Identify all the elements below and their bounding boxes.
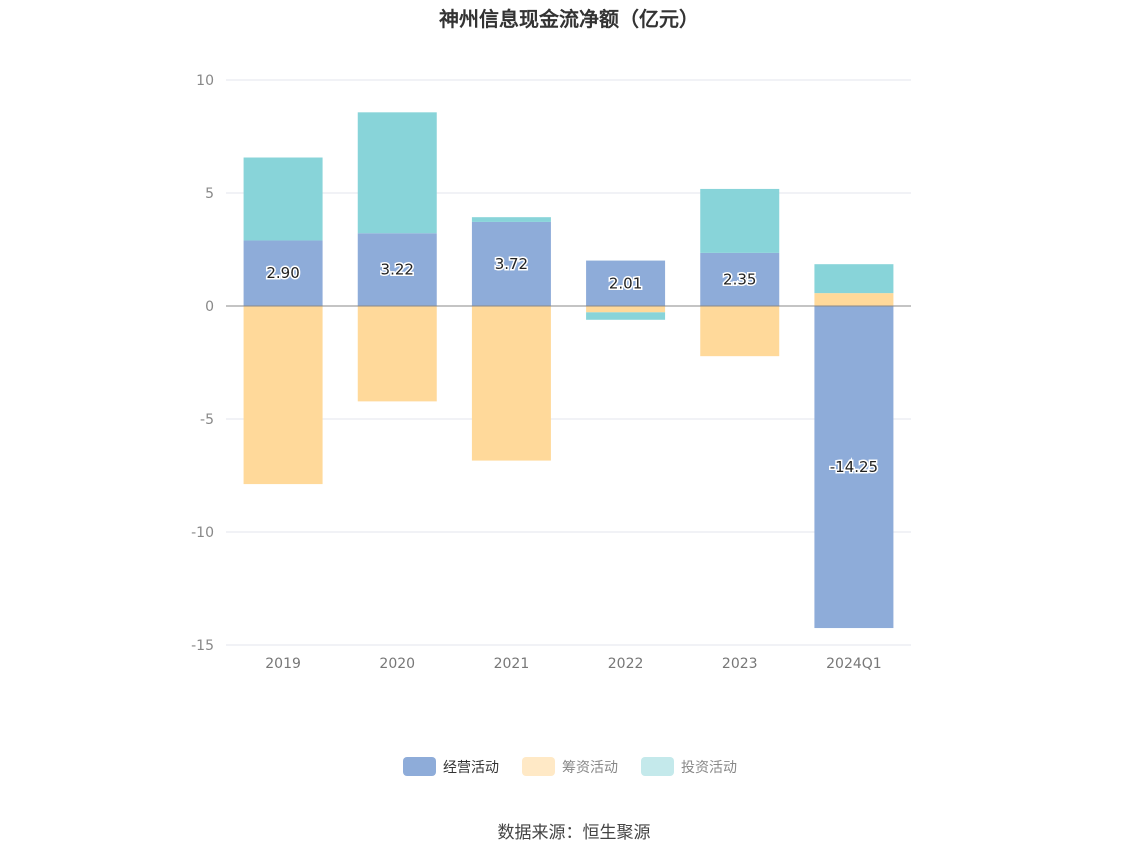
bar-financing-2023	[700, 306, 780, 357]
y-tick-label: 0	[205, 299, 214, 315]
chart-title: 神州信息现金流净额（亿元）	[439, 7, 699, 31]
legend-swatch	[641, 757, 674, 776]
bar-financing-2020	[357, 306, 437, 402]
legend-swatch	[403, 757, 436, 776]
bars	[243, 112, 894, 629]
x-tick-label: 2023	[722, 656, 758, 672]
legend-swatch	[522, 757, 555, 776]
bar-operating-2019	[243, 240, 323, 306]
gridlines	[226, 79, 911, 646]
data-label: 3.72	[495, 255, 528, 273]
data-label: 2.90	[266, 264, 299, 282]
data-labels: 2.90 3.22 3.72 2.01 2.35 -14.25	[265, 253, 880, 477]
bar-financing-2019	[243, 306, 323, 485]
legend-label: 投资活动	[681, 760, 737, 776]
x-tick-label: 2022	[608, 656, 644, 672]
data-label: 2.35	[723, 270, 756, 288]
bar-investing-2021	[471, 217, 551, 222]
bar-investing-2022	[586, 312, 666, 320]
bar-operating-2022	[586, 260, 666, 306]
bar-investing-2023	[700, 188, 780, 253]
y-tick-label: 5	[205, 186, 214, 202]
legend-label: 筹资活动	[562, 759, 618, 776]
y-tick-label: -5	[200, 412, 214, 428]
x-axis-ticks: 2019 2020 2021 2022 2023 2024Q1	[265, 656, 881, 672]
bar-financing-2024Q1	[814, 293, 894, 306]
bar-financing-2022	[586, 306, 666, 313]
x-tick-label: 2021	[494, 656, 530, 672]
y-tick-label: -15	[191, 638, 214, 654]
source-note: 数据来源：恒生聚源	[498, 823, 651, 843]
bar-operating-2020	[357, 233, 437, 306]
y-axis-ticks: 10 5 0 -5 -10 -15	[191, 73, 214, 654]
bar-investing-2024Q1	[814, 264, 894, 294]
y-tick-label: -10	[191, 525, 214, 541]
bar-operating-2024Q1	[814, 306, 894, 629]
bar-investing-2020	[357, 112, 437, 234]
y-tick-label: 10	[196, 73, 214, 89]
data-label: 2.01	[609, 274, 642, 292]
x-tick-label: 2020	[379, 656, 415, 672]
legend-label: 经营活动	[443, 760, 499, 776]
bar-operating-2023	[700, 252, 780, 306]
x-tick-label: 2019	[265, 656, 301, 672]
bar-operating-2021	[471, 221, 551, 306]
bar-financing-2021	[471, 306, 551, 461]
bar-investing-2019	[243, 157, 323, 241]
data-label: 3.22	[381, 261, 414, 279]
x-tick-label: 2024Q1	[826, 656, 882, 672]
data-label: -14.25	[830, 458, 878, 476]
legend: 经营活动 筹资活动 投资活动	[403, 757, 737, 776]
